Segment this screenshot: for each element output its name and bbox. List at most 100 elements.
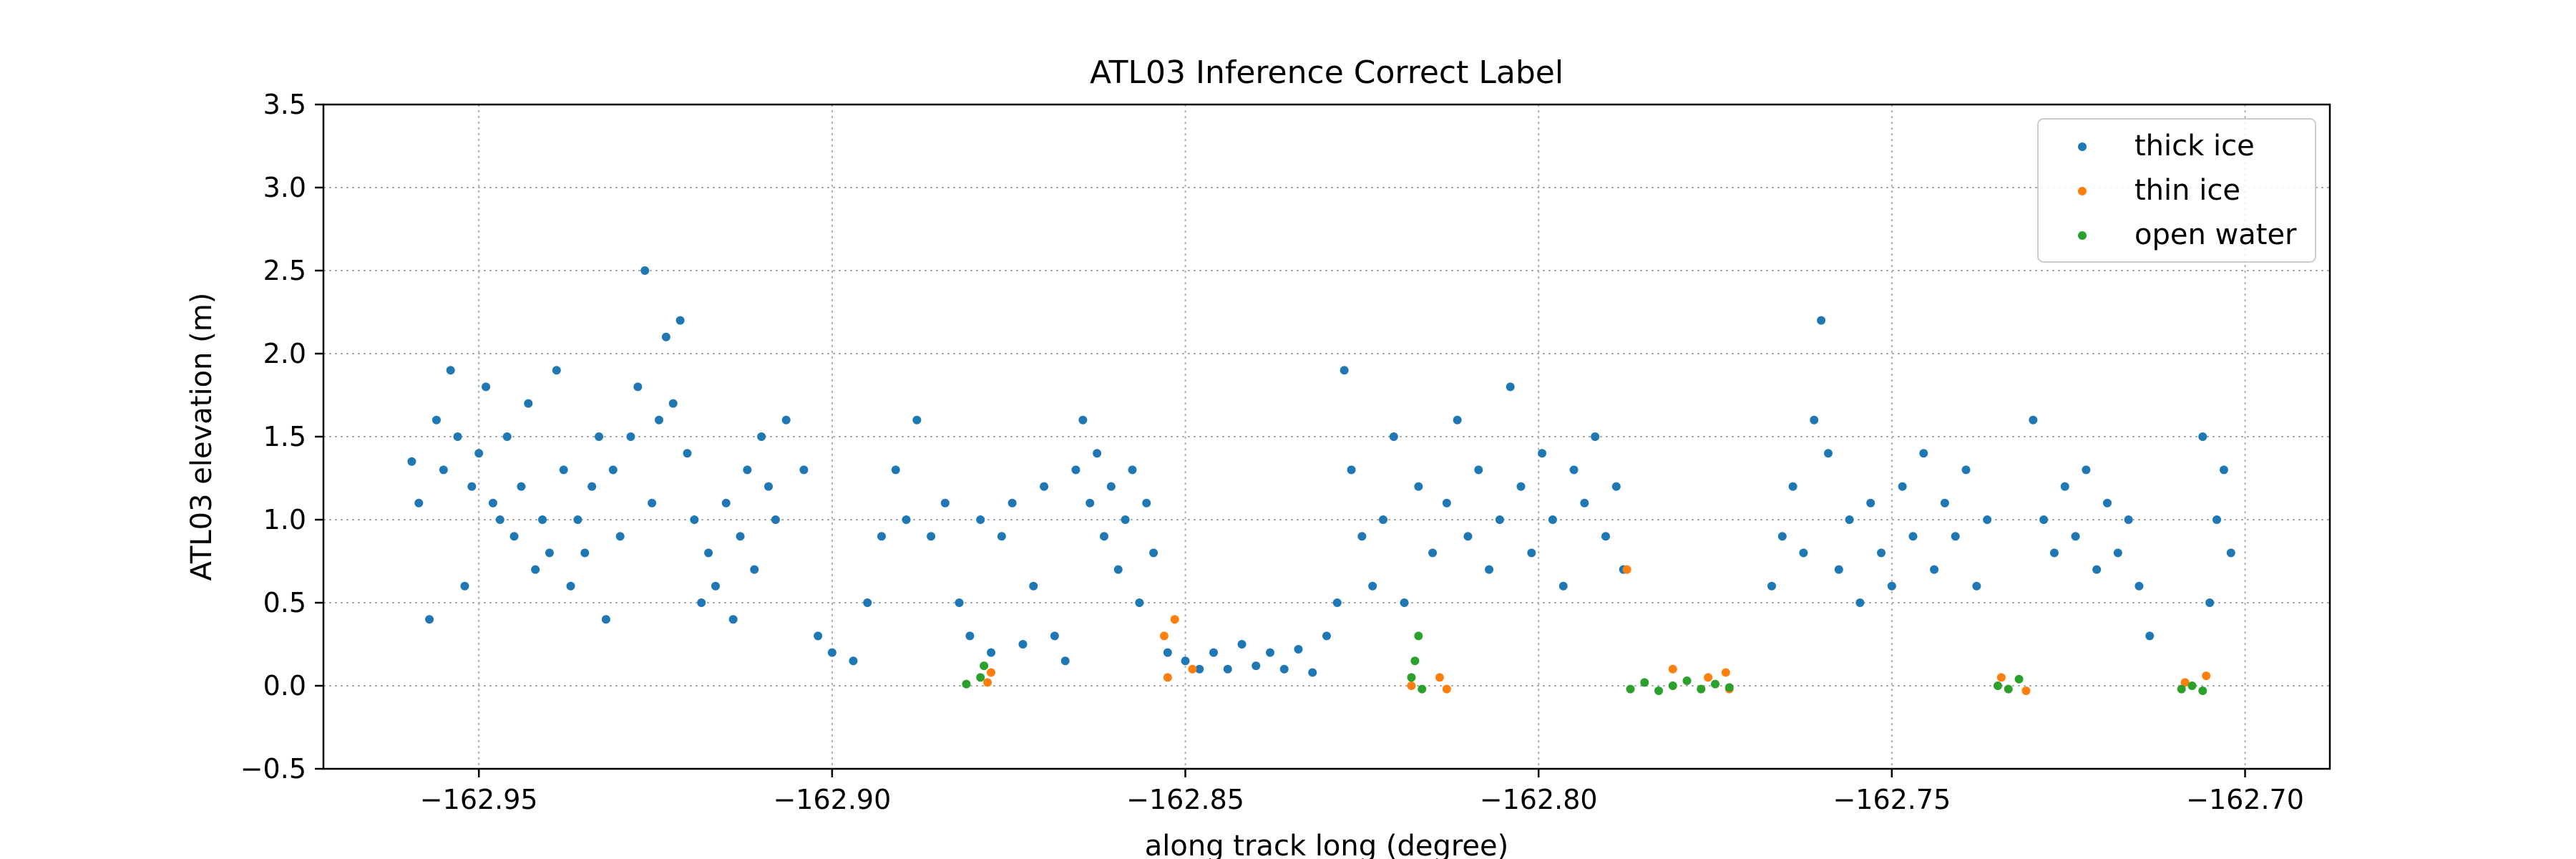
data-point — [940, 498, 950, 508]
data-point — [587, 482, 597, 491]
chart-title: ATL03 Inference Correct Label — [1090, 54, 1563, 91]
x-axis: −162.95 −162.90 −162.85 −162.80 −162.75 −162.… — [420, 769, 2304, 815]
data-point — [1898, 482, 1907, 491]
data-point — [1527, 548, 1536, 558]
y-tick-label: 3.5 — [263, 89, 306, 120]
y-tick-label: 1.5 — [263, 421, 306, 452]
data-point — [538, 515, 547, 524]
data-point — [1181, 656, 1190, 666]
data-point — [983, 678, 992, 687]
data-point — [799, 465, 809, 475]
y-tick-label: 0.0 — [263, 670, 306, 702]
data-point — [1128, 465, 1137, 475]
data-point — [1340, 366, 1349, 375]
data-point — [1159, 631, 1169, 641]
data-point — [482, 382, 491, 392]
data-point — [1442, 498, 1451, 508]
data-point — [1085, 498, 1095, 508]
data-point — [2102, 498, 2112, 508]
data-point — [453, 432, 462, 441]
data-point — [1495, 515, 1504, 524]
data-point — [1400, 598, 1409, 607]
y-tick-label: 0.5 — [263, 587, 306, 618]
data-point — [407, 457, 416, 466]
data-point — [965, 631, 975, 641]
data-point — [1170, 615, 1179, 624]
y-axis-label: ATL03 elevation (m) — [185, 293, 218, 581]
data-point — [1050, 631, 1059, 641]
data-point — [1252, 661, 1261, 671]
data-point — [1668, 681, 1677, 690]
data-point — [668, 399, 678, 408]
y-axis: −0.5 0.0 0.5 1.0 1.5 2.0 2.5 3.0 3.5 — [240, 89, 323, 785]
data-point — [648, 498, 657, 508]
data-point — [827, 648, 836, 657]
data-point — [1294, 644, 1303, 654]
data-point — [1548, 515, 1557, 524]
data-point — [1279, 664, 1289, 674]
data-point — [517, 482, 526, 491]
data-point — [425, 615, 434, 624]
data-point — [626, 432, 635, 441]
data-point — [1407, 673, 1416, 682]
data-point — [1414, 482, 1423, 491]
data-point — [987, 668, 996, 677]
data-point — [1410, 656, 1420, 666]
data-point — [1018, 640, 1028, 649]
data-point — [711, 581, 720, 591]
data-point — [414, 498, 424, 508]
data-point — [460, 581, 469, 591]
data-point — [1611, 482, 1621, 491]
data-point — [704, 548, 713, 558]
series-thick-ice — [407, 266, 2235, 677]
data-point — [728, 615, 738, 624]
data-point — [771, 515, 780, 524]
y-tick-label: 2.5 — [263, 255, 306, 286]
data-point — [987, 648, 996, 657]
data-point — [690, 515, 699, 524]
data-point — [1516, 482, 1526, 491]
data-point — [2135, 581, 2144, 591]
data-point — [955, 598, 964, 607]
data-point — [736, 532, 745, 541]
data-point — [2049, 548, 2059, 558]
data-point — [1908, 532, 1918, 541]
data-point — [976, 515, 985, 524]
data-point — [1093, 449, 1102, 458]
legend-label-open-water: open water — [2135, 218, 2297, 251]
data-point — [1163, 648, 1172, 657]
data-point — [849, 656, 858, 666]
data-point — [877, 532, 886, 541]
data-point — [1682, 676, 1692, 686]
y-tick-label: −0.5 — [240, 753, 306, 785]
data-point — [566, 581, 575, 591]
data-point — [2004, 684, 2013, 694]
data-point — [1788, 482, 1797, 491]
data-point — [1866, 498, 1875, 508]
data-point — [1060, 656, 1070, 666]
data-point — [1972, 581, 1981, 591]
data-point — [2145, 631, 2155, 641]
data-point — [683, 449, 692, 458]
data-point — [552, 366, 561, 375]
x-axis-label: along track long (degree) — [1145, 830, 1509, 859]
legend-label-thin-ice: thin ice — [2135, 174, 2240, 207]
data-point — [1580, 498, 1589, 508]
data-point — [2202, 671, 2211, 681]
data-point — [980, 661, 989, 671]
data-point — [1810, 415, 1819, 424]
legend-label-thick-ice: thick ice — [2135, 130, 2255, 162]
data-point — [601, 615, 610, 624]
x-tick-label: −162.85 — [1126, 784, 1244, 815]
data-point — [1930, 565, 1939, 574]
data-point — [2029, 415, 2038, 424]
plot-area — [407, 266, 2235, 695]
data-point — [1071, 465, 1080, 475]
data-point — [1558, 581, 1568, 591]
data-point — [1983, 515, 1992, 524]
data-point — [721, 498, 731, 508]
data-point — [1622, 565, 1631, 574]
data-point — [976, 673, 985, 682]
data-point — [1209, 648, 1219, 657]
y-tick-label: 2.0 — [263, 338, 306, 369]
